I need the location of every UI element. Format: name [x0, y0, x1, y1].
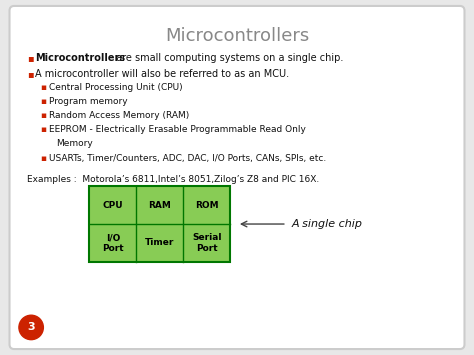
Text: Program memory: Program memory [49, 97, 128, 106]
FancyBboxPatch shape [9, 6, 465, 349]
Text: ▪: ▪ [27, 69, 34, 79]
Text: Random Access Memory (RAM): Random Access Memory (RAM) [49, 111, 189, 120]
Text: Central Processing Unit (CPU): Central Processing Unit (CPU) [49, 83, 182, 92]
Text: ▪: ▪ [27, 53, 34, 63]
Text: Microcontrollers: Microcontrollers [35, 53, 125, 63]
Bar [90, 186, 230, 262]
Text: Memory: Memory [56, 140, 93, 148]
Text: ROM: ROM [195, 201, 219, 210]
Text: ▪: ▪ [41, 97, 46, 106]
Text: A microcontroller will also be referred to as an MCU.: A microcontroller will also be referred … [35, 69, 289, 79]
Circle shape [19, 315, 43, 340]
Text: ▪: ▪ [41, 153, 46, 163]
Text: 3: 3 [27, 322, 35, 332]
Text: ▪: ▪ [41, 125, 46, 134]
Text: EEPROM - Electrically Erasable Programmable Read Only: EEPROM - Electrically Erasable Programma… [49, 125, 306, 134]
Text: CPU: CPU [102, 201, 123, 210]
Text: are small computing systems on a single chip.: are small computing systems on a single … [113, 53, 344, 63]
Text: I/O
Port: I/O Port [102, 233, 124, 252]
Text: ▪: ▪ [41, 83, 46, 92]
Text: Timer: Timer [145, 238, 174, 247]
Text: Examples :  Motorola’s 6811,Intel’s 8051,Zilog’s Z8 and PIC 16X.: Examples : Motorola’s 6811,Intel’s 8051,… [27, 175, 319, 184]
Text: Serial
Port: Serial Port [192, 233, 222, 252]
Text: ▪: ▪ [41, 111, 46, 120]
Text: Microcontrollers: Microcontrollers [165, 27, 309, 45]
Text: USARTs, Timer/Counters, ADC, DAC, I/O Ports, CANs, SPIs, etc.: USARTs, Timer/Counters, ADC, DAC, I/O Po… [49, 153, 326, 163]
Text: A single chip: A single chip [292, 219, 363, 229]
Text: RAM: RAM [148, 201, 172, 210]
